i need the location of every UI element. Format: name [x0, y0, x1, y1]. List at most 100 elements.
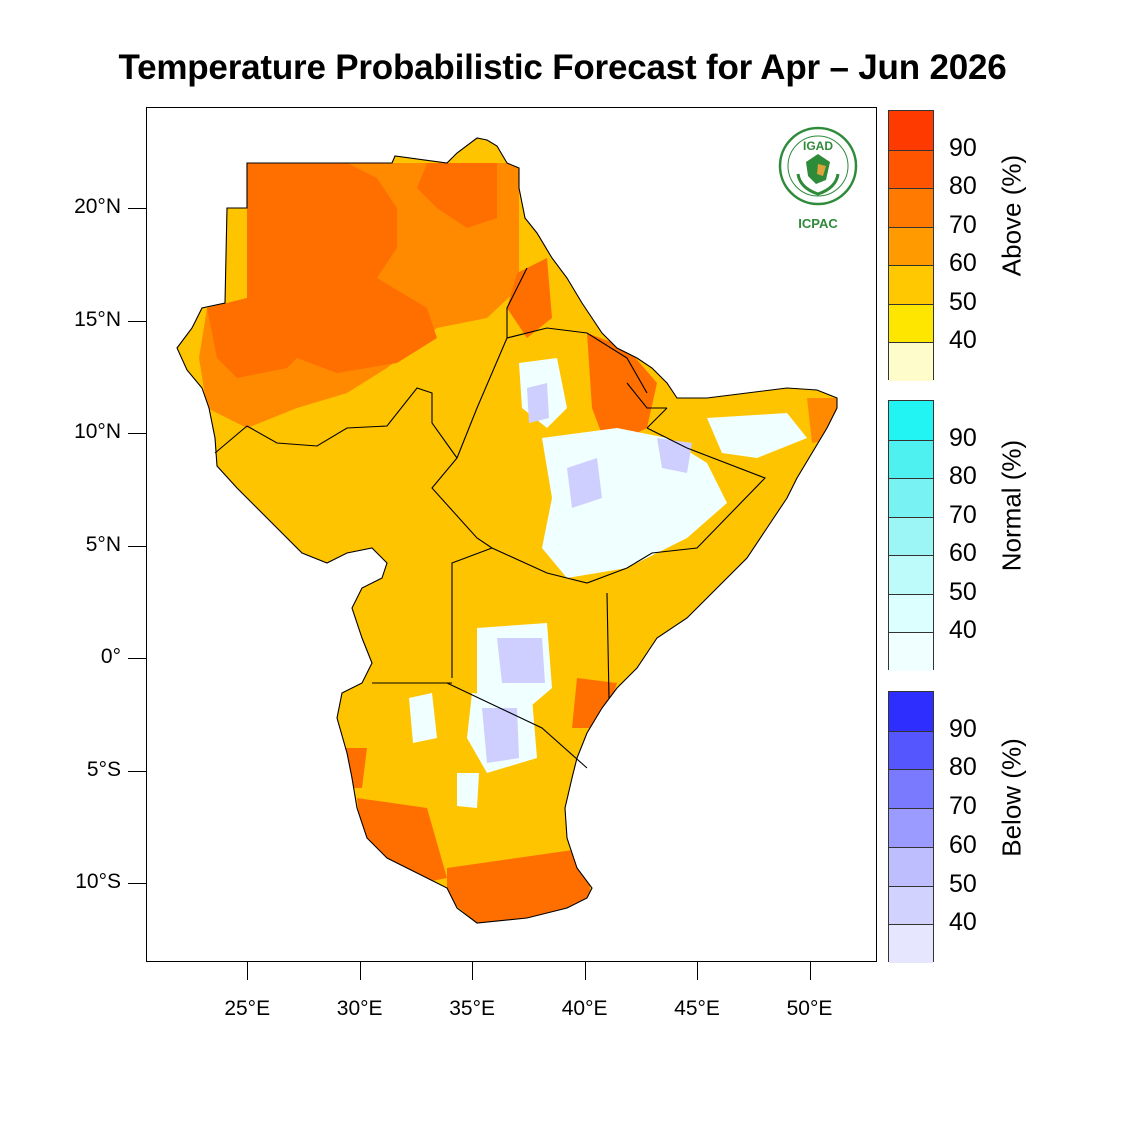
legend-tick-label: 70 [949, 210, 977, 239]
legend-color-swatch [889, 439, 933, 479]
legend-normal-colorbar [888, 400, 934, 671]
legend-color-swatch [889, 730, 933, 770]
x-tick-label: 40°E [561, 997, 608, 1020]
border-south-sudan-ethiopia [431, 457, 493, 549]
zone-below-ethiopia-2 [527, 383, 549, 423]
legend-color-swatch [889, 846, 933, 886]
x-tick-label: 25°E [224, 997, 271, 1020]
zone-above-80-drc-edge [337, 748, 367, 788]
x-tick-label: 35°E [449, 997, 496, 1020]
legend-tick-label: 40 [949, 326, 977, 355]
probability-zones [199, 163, 837, 923]
logo-top-text: IGAD [803, 139, 833, 153]
legend-color-swatch [889, 924, 933, 963]
legend-color-swatch [889, 303, 933, 343]
zone-above-80-sudan-central [287, 278, 437, 373]
y-tick-mark [128, 770, 146, 772]
border-kenya-somalia [606, 592, 610, 699]
legend-tick-label: 80 [949, 172, 977, 201]
x-tick-mark [697, 962, 699, 980]
zone-below-kenya [497, 638, 545, 683]
legend-color-swatch [889, 149, 933, 189]
coastline [176, 137, 838, 924]
legend-tick-label: 70 [949, 500, 977, 529]
y-tick-label: 15°N [74, 307, 121, 331]
y-tick-mark [128, 433, 146, 435]
legend-tick-label: 90 [949, 133, 977, 162]
border-sudan-south-sudan [214, 387, 458, 459]
logo-bottom-text: ICPAC [798, 216, 838, 231]
x-tick-mark [472, 962, 474, 980]
legend-tick-label: 60 [949, 539, 977, 568]
legend-color-swatch [889, 808, 933, 847]
zone-above-80-eritrea [507, 258, 552, 338]
x-tick-mark [359, 962, 361, 980]
legend-tick-label: 50 [949, 287, 977, 316]
zone-normal-tanzania-west [409, 693, 437, 743]
legend-tick-label: 90 [949, 423, 977, 452]
zone-below-ethiopia-3 [657, 438, 692, 473]
legend-tick-label: 50 [949, 869, 977, 898]
y-tick-label: 5°S [86, 757, 121, 781]
x-tick-label: 50°E [786, 997, 833, 1020]
zone-above-80-ethiopia-rift [587, 333, 657, 448]
legend-color-swatch [889, 401, 933, 440]
legend-below-title: Below (%) [996, 738, 1027, 857]
y-tick-mark [128, 545, 146, 547]
zone-below-tanzania [482, 708, 519, 763]
border-south-sudan-uganda-kenya [491, 547, 628, 584]
legend-color-swatch [889, 692, 933, 731]
border-uganda-kenya [451, 547, 493, 678]
legend-color-swatch [889, 555, 933, 594]
legend-tick-label: 80 [949, 753, 977, 782]
legend-tick-label: 60 [949, 249, 977, 278]
legend-color-swatch [889, 516, 933, 556]
y-tick-label: 5°N [85, 532, 121, 556]
legend-tick-label: 90 [949, 714, 977, 743]
legend-color-swatch [889, 478, 933, 517]
zone-below-ethiopia [567, 458, 602, 508]
border-eritrea-ethiopia [506, 327, 648, 394]
y-tick-label: 0° [100, 645, 121, 669]
legend-color-swatch [889, 885, 933, 925]
legend-tick-label: 70 [949, 792, 977, 821]
x-tick-mark [809, 962, 811, 980]
y-tick-mark [128, 320, 146, 322]
x-tick-mark [247, 962, 249, 980]
x-tick-label: 45°E [674, 997, 720, 1020]
legend-color-swatch [889, 226, 933, 266]
legend-color-swatch [889, 632, 933, 671]
legend-tick-label: 40 [949, 908, 977, 937]
y-tick-label: 10°S [75, 870, 121, 894]
legend-tick-label: 80 [949, 462, 977, 491]
x-tick-label: 30°E [336, 997, 383, 1020]
map-panel [146, 107, 877, 962]
border-kenya-tanzania [446, 682, 588, 769]
legend-color-swatch [889, 188, 933, 227]
x-tick-mark [584, 962, 586, 980]
zone-normal-ethiopia-east [707, 413, 807, 458]
y-tick-mark [128, 208, 146, 210]
legend-above-title: Above (%) [996, 154, 1027, 277]
map-title: Temperature Probabilistic Forecast for A… [118, 48, 1007, 87]
y-tick-mark [128, 658, 146, 660]
legend-color-swatch [889, 593, 933, 633]
y-tick-mark [128, 883, 146, 885]
zone-normal-tanzania-south [457, 773, 479, 808]
legend-normal-title: Normal (%) [996, 439, 1027, 572]
igad-icpac-logo: IGAD ICPAC [778, 126, 858, 231]
border-djibouti [626, 382, 667, 409]
y-tick-label: 20°N [74, 195, 121, 219]
border-ethiopia-somalia [626, 427, 766, 569]
legend-tick-label: 60 [949, 830, 977, 859]
legend-color-swatch [889, 342, 933, 381]
border-somaliland [646, 407, 668, 429]
zone-above-80-tanzania-south [447, 848, 592, 923]
legend-color-swatch [889, 769, 933, 809]
legend-color-swatch [889, 265, 933, 304]
forecast-map [176, 137, 838, 924]
country-borders [176, 137, 838, 924]
legend-tick-label: 50 [949, 577, 977, 606]
zone-above-80-sudan [207, 163, 397, 378]
zone-above-80-sudan-east [417, 163, 497, 228]
